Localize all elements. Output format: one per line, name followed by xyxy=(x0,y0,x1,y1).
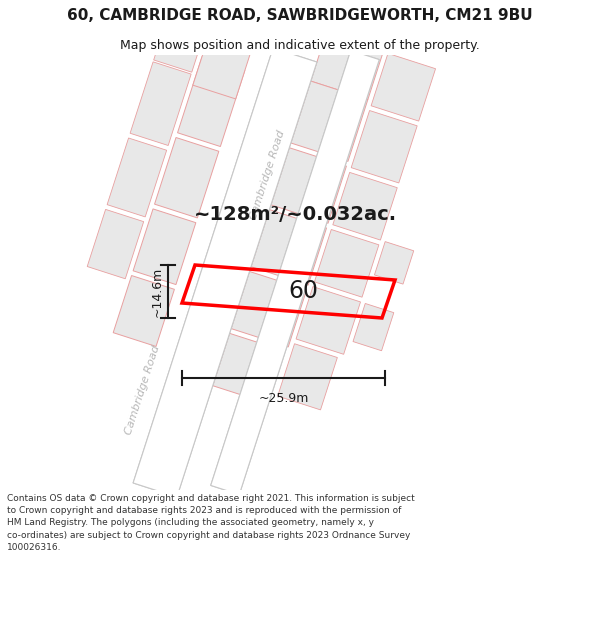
Text: 60: 60 xyxy=(289,279,319,304)
Text: 60, CAMBRIDGE ROAD, SAWBRIDGEWORTH, CM21 9BU: 60, CAMBRIDGE ROAD, SAWBRIDGEWORTH, CM21… xyxy=(67,8,533,23)
Polygon shape xyxy=(374,242,414,284)
Polygon shape xyxy=(333,173,397,240)
Polygon shape xyxy=(154,24,203,72)
Polygon shape xyxy=(133,48,317,497)
Text: Cambridge Road: Cambridge Road xyxy=(124,344,162,436)
Polygon shape xyxy=(133,209,196,284)
Polygon shape xyxy=(291,81,368,161)
Text: ~128m²/~0.032ac.: ~128m²/~0.032ac. xyxy=(193,206,397,224)
Polygon shape xyxy=(113,276,175,346)
Polygon shape xyxy=(314,229,379,297)
Polygon shape xyxy=(371,53,436,121)
Polygon shape xyxy=(351,111,417,183)
Polygon shape xyxy=(296,287,361,354)
Polygon shape xyxy=(133,48,317,497)
Polygon shape xyxy=(251,209,326,285)
Polygon shape xyxy=(278,344,337,410)
Polygon shape xyxy=(107,138,167,217)
Polygon shape xyxy=(178,57,245,146)
Text: ~14.6m: ~14.6m xyxy=(151,266,164,317)
Polygon shape xyxy=(353,304,394,351)
Polygon shape xyxy=(213,333,282,402)
Polygon shape xyxy=(130,62,191,146)
Polygon shape xyxy=(211,51,379,494)
Text: Contains OS data © Crown copyright and database right 2021. This information is : Contains OS data © Crown copyright and d… xyxy=(7,494,415,552)
Text: Map shows position and indicative extent of the property.: Map shows position and indicative extent… xyxy=(120,39,480,52)
Text: Cambridge Road: Cambridge Road xyxy=(249,129,287,221)
Polygon shape xyxy=(231,271,307,347)
Polygon shape xyxy=(87,209,143,279)
Polygon shape xyxy=(271,148,346,223)
Polygon shape xyxy=(193,28,254,99)
Polygon shape xyxy=(311,24,386,99)
Text: ~25.9m: ~25.9m xyxy=(259,392,308,405)
Polygon shape xyxy=(155,138,219,218)
Polygon shape xyxy=(211,51,379,494)
